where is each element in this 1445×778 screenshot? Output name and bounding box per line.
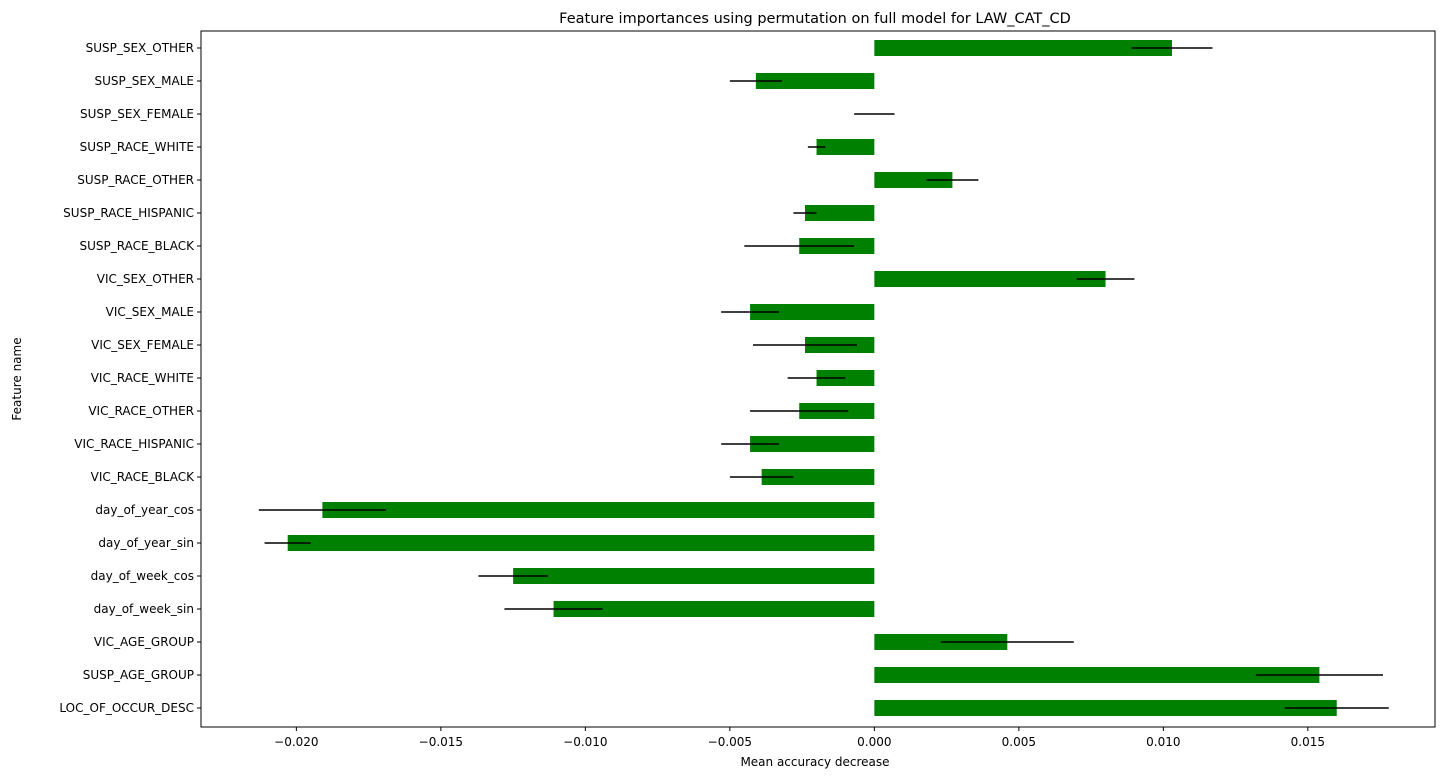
bars-layer	[287, 40, 1337, 716]
x-tick-label: 0.000	[857, 735, 891, 749]
x-tick-label: −0.010	[563, 735, 607, 749]
y-tick-label: day_of_week_cos	[91, 569, 194, 583]
error-bars-layer	[258, 47, 1389, 709]
y-tick-label: day_of_year_sin	[98, 536, 194, 550]
y-tick-label: SUSP_AGE_GROUP	[83, 668, 194, 682]
bar-SUSP_RACE_WHITE	[816, 139, 875, 155]
bar-SUSP_RACE_HISPANIC	[804, 205, 875, 221]
x-tick-label: 0.015	[1291, 735, 1325, 749]
y-tick-label: SUSP_RACE_WHITE	[80, 140, 194, 154]
y-tick-label: VIC_SEX_OTHER	[97, 272, 194, 286]
bar-SUSP_AGE_GROUP	[874, 667, 1320, 683]
bar-SUSP_SEX_OTHER	[874, 40, 1173, 56]
y-tick-label: VIC_SEX_FEMALE	[91, 338, 194, 352]
bar-day_of_week_sin	[553, 601, 875, 617]
y-tick-label: VIC_SEX_MALE	[106, 305, 194, 319]
y-tick-label: VIC_RACE_HISPANIC	[74, 437, 194, 451]
x-tick-label: 0.010	[1146, 735, 1180, 749]
y-tick-label: SUSP_SEX_FEMALE	[80, 107, 194, 121]
chart-title: Feature importances using permutation on…	[559, 11, 1071, 27]
y-axis-ticks: SUSP_SEX_OTHER SUSP_SEX_MALE SUSP_SEX_FEMA…	[59, 41, 201, 715]
y-tick-label: SUSP_SEX_OTHER	[86, 41, 194, 55]
y-tick-label: VIC_RACE_BLACK	[91, 470, 196, 484]
bar-SUSP_SEX_MALE	[755, 73, 875, 89]
y-tick-label: day_of_year_cos	[95, 503, 194, 517]
y-tick-label: SUSP_RACE_OTHER	[77, 173, 194, 187]
y-tick-label: LOC_OF_OCCUR_DESC	[59, 701, 194, 715]
bar-day_of_year_sin	[287, 535, 875, 551]
bar-LOC_OF_OCCUR_DESC	[874, 700, 1337, 716]
x-tick-label: −0.005	[708, 735, 752, 749]
y-axis-title: Feature name	[10, 337, 24, 420]
x-axis-ticks: −0.020 −0.015 −0.010 −0.005 0.000 0.005 0.010 0…	[274, 727, 1325, 749]
x-tick-label: −0.020	[274, 735, 318, 749]
bar-day_of_week_cos	[513, 568, 875, 584]
y-tick-label: SUSP_RACE_HISPANIC	[63, 206, 194, 220]
y-tick-label: VIC_RACE_WHITE	[91, 371, 194, 385]
y-tick-label: day_of_week_sin	[94, 602, 194, 616]
y-tick-label: VIC_AGE_GROUP	[94, 635, 194, 649]
x-tick-label: −0.015	[419, 735, 463, 749]
bar-day_of_year_cos	[322, 502, 875, 518]
bar-VIC_SEX_OTHER	[874, 271, 1106, 287]
y-tick-label: SUSP_RACE_BLACK	[79, 239, 195, 253]
x-tick-label: 0.005	[1002, 735, 1036, 749]
x-axis-title: Mean accuracy decrease	[740, 755, 889, 769]
bar-VIC_RACE_BLACK	[761, 469, 875, 485]
y-tick-label: SUSP_SEX_MALE	[94, 74, 194, 88]
bar-VIC_SEX_MALE	[750, 304, 875, 320]
bar-VIC_RACE_HISPANIC	[750, 436, 875, 452]
y-tick-label: VIC_RACE_OTHER	[88, 404, 194, 418]
plot-area-frame	[200, 30, 1436, 728]
bar-SUSP_RACE_OTHER	[874, 172, 953, 188]
